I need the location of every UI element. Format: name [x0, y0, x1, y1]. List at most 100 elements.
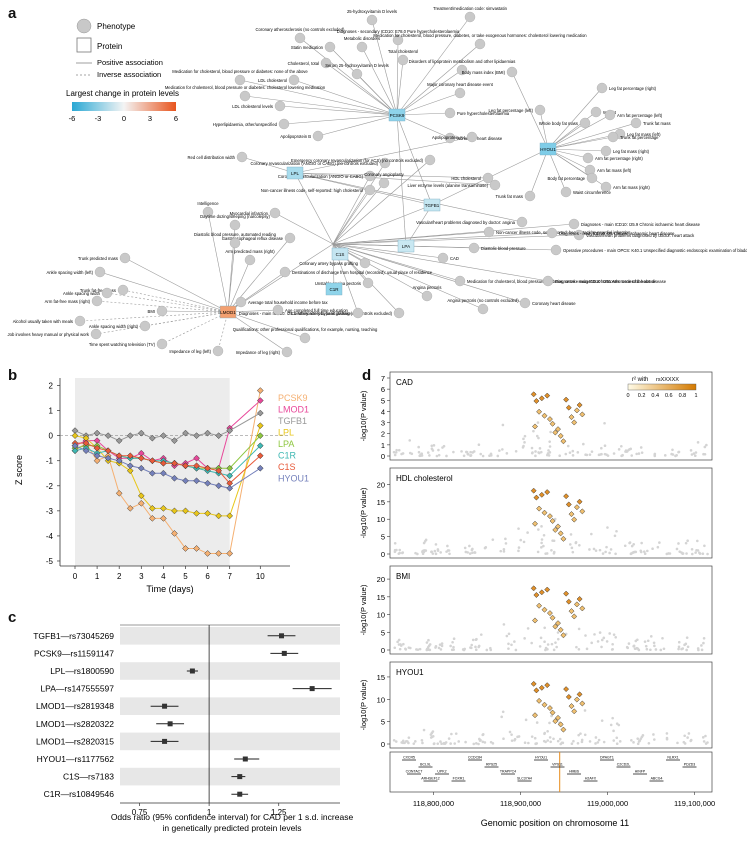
network-edge — [227, 259, 251, 313]
d-grey-point — [408, 439, 412, 442]
d-grey-point — [451, 640, 454, 644]
d-grey-point — [687, 732, 691, 735]
d-grey-point — [568, 451, 572, 454]
d-grey-point — [612, 739, 616, 742]
series-point-tgfb1 — [182, 429, 189, 437]
d-grey-point — [462, 454, 466, 458]
d-grey-point — [596, 640, 600, 643]
phenotype-label: Age completed full time education — [285, 308, 349, 313]
phenotype-label: LDL cholesterol — [258, 78, 287, 83]
d-grey-point — [628, 541, 632, 544]
panel-letter-b: b — [8, 367, 17, 384]
d-lead-point — [568, 511, 575, 518]
series-point-pcsk9 — [137, 499, 145, 507]
r2-tick-label: 0 — [626, 393, 629, 399]
d-grey-point — [630, 454, 634, 457]
d-grey-point — [514, 449, 518, 453]
legend-hyou1: HYOU1 — [278, 474, 309, 484]
d-grey-point — [543, 732, 546, 736]
d-grey-point — [468, 544, 471, 548]
network-edge — [356, 73, 398, 116]
protein-node — [397, 239, 415, 253]
phenotype-label: LDL cholesterol levels — [232, 104, 273, 109]
d-lead-point — [533, 494, 540, 501]
gene-label: BCL9L — [420, 763, 431, 767]
r2-tick-label: 1 — [694, 393, 697, 399]
network-edge — [371, 19, 398, 116]
d-grey-point — [412, 742, 416, 745]
series-point-lpl — [160, 504, 167, 512]
phenotype-node — [421, 290, 433, 302]
d-lead-point — [538, 684, 545, 691]
d-grey-point — [414, 740, 417, 743]
d-grey-point — [555, 645, 558, 649]
d-grey-point — [566, 444, 570, 448]
d-grey-point — [632, 542, 636, 546]
d-y-tick-label: 15 — [377, 673, 385, 682]
colorbar-tick: 6 — [174, 114, 178, 123]
d-lead-point — [576, 596, 583, 602]
phenotype-label: Disorders of lipoprotein metabolism and … — [409, 59, 516, 64]
c-x-label-2: in genetically predicted protein levels — [163, 823, 302, 833]
d-grey-point — [617, 448, 621, 451]
phenotype-node — [74, 315, 86, 327]
d-lead-point — [546, 705, 553, 712]
d-grey-point — [499, 549, 503, 553]
phenotype-label: Body mass index (BMI) — [462, 70, 506, 75]
c-row-label: TGFB1—rs73045269 — [33, 631, 114, 641]
phenotype-node — [519, 297, 531, 309]
d-lead-point — [579, 700, 586, 707]
d-grey-point — [684, 541, 688, 545]
d-lead-point — [555, 620, 561, 627]
d-lead-point — [557, 530, 564, 537]
phenotype-node — [119, 252, 131, 264]
d-grey-point — [597, 453, 601, 457]
phenotype-node — [600, 181, 612, 193]
d-grey-point — [559, 742, 563, 746]
c-row-label: LPA—rs147555597 — [40, 684, 114, 694]
d-grey-point — [431, 734, 435, 738]
d-lead-point — [560, 632, 567, 639]
colorbar-tick: -6 — [69, 114, 76, 123]
d-grey-point — [653, 738, 656, 741]
phenotype-label: Destinations of discharge from hospital … — [292, 270, 433, 275]
d-lead-point — [573, 407, 580, 414]
d-grey-point — [523, 741, 527, 744]
network-panel: Phenotype Protein Positive association I… — [8, 6, 747, 358]
network-edge — [547, 122, 637, 150]
d-grey-point — [472, 742, 476, 746]
d-grey-point — [420, 739, 424, 742]
d-grey-point — [577, 627, 581, 631]
d-lead-point — [536, 602, 543, 609]
d-grey-point — [395, 548, 398, 552]
d-grey-point — [638, 739, 641, 742]
d-grey-point — [428, 454, 431, 457]
d-grey-point — [530, 735, 534, 738]
d-grey-point — [542, 544, 545, 548]
d-grey-point — [530, 446, 534, 450]
b-x-tick-label: 10 — [256, 572, 265, 581]
d-lead-point — [549, 614, 556, 621]
series-point-lpl — [71, 432, 79, 440]
series-point-pcsk9 — [126, 504, 134, 512]
phenotype-node — [444, 132, 456, 144]
c-row-label: PCSK9—rs11591147 — [34, 648, 114, 658]
d-grey-point — [671, 448, 674, 452]
phenotype-label: Leg fat mass (left) — [627, 132, 661, 137]
series-point-lpl — [171, 507, 178, 515]
phenotype-label: Cholesterol, total — [288, 61, 319, 66]
d-grey-point — [544, 740, 547, 744]
network-edge — [217, 311, 229, 352]
c-row-label: C1R—rs10849546 — [44, 789, 115, 799]
d-grey-point — [399, 643, 402, 646]
d-lead-point — [536, 697, 543, 704]
protein-label: LPA — [402, 244, 410, 249]
d-grey-point — [629, 447, 633, 451]
gene-label: ABCG4 — [651, 777, 663, 781]
d-grey-point — [661, 636, 664, 640]
series-line-c1r — [74, 445, 261, 477]
d-grey-point — [653, 644, 656, 648]
d-grey-point — [614, 635, 618, 639]
phenotype-node — [239, 90, 251, 102]
d-grey-point — [450, 732, 453, 736]
